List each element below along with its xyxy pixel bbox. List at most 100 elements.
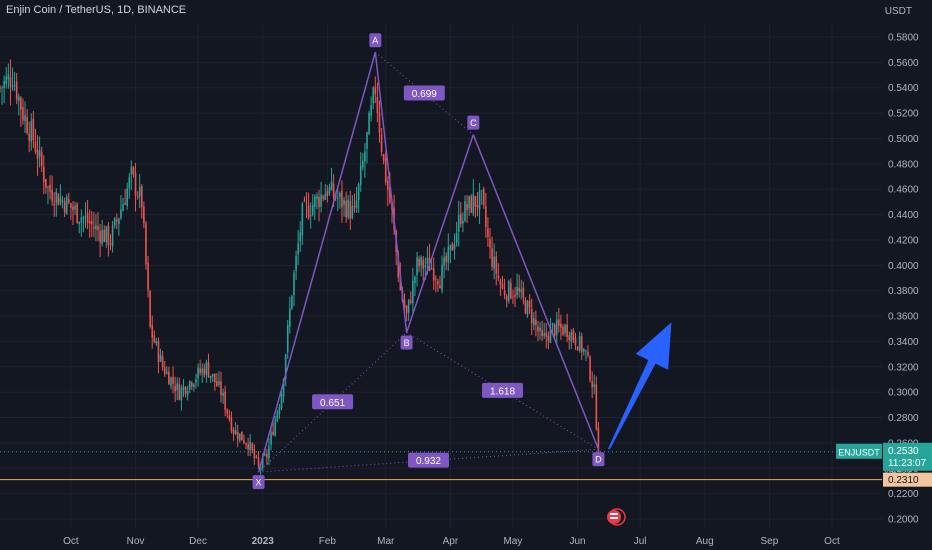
candle-body <box>397 252 400 278</box>
candle-body <box>20 97 22 110</box>
candle-body <box>197 367 199 379</box>
candle-body <box>574 337 577 346</box>
candle-body <box>466 204 468 211</box>
candle-body <box>284 354 287 380</box>
price-tick-label: 0.2800 <box>888 413 919 424</box>
level-lines <box>0 451 882 481</box>
pivot-label-text: B <box>404 338 410 348</box>
candle-body <box>309 215 312 217</box>
price-tick-label: 0.4600 <box>888 185 919 196</box>
harmonic-pattern[interactable]: 0.651 0.699 1.618 0.932 X A B C D <box>252 33 605 490</box>
candle-body <box>153 335 156 343</box>
candle-body <box>451 243 454 251</box>
candle-body <box>109 243 112 245</box>
candle-body <box>460 213 462 225</box>
candle-body <box>403 300 406 309</box>
candle-body <box>455 233 458 243</box>
candle-body <box>128 177 131 189</box>
pattern-leg <box>257 52 377 473</box>
candle-body <box>76 203 78 223</box>
candle-body <box>216 381 218 387</box>
candle-body <box>24 115 26 122</box>
ratio-label-box[interactable] <box>312 394 354 410</box>
ratio-label-box[interactable] <box>407 452 449 468</box>
candle-body <box>90 220 93 225</box>
candle-body <box>437 280 439 285</box>
candle-body <box>482 188 485 205</box>
candle-body <box>243 440 245 444</box>
candle-body <box>176 383 179 391</box>
candle-body <box>578 335 581 351</box>
candle-body <box>372 87 375 104</box>
pivot-label-box[interactable] <box>252 475 265 490</box>
candle-body <box>193 384 195 388</box>
pivot-label-box[interactable] <box>400 335 413 350</box>
candle-body <box>503 290 506 296</box>
ratio-label-text: 0.699 <box>412 89 437 100</box>
candle-body <box>351 206 354 218</box>
candle-body <box>84 216 87 218</box>
candle-body <box>163 367 166 375</box>
candle-body <box>434 278 437 280</box>
candle-body <box>13 85 16 87</box>
candle-body <box>232 429 235 434</box>
price-tick-label: 0.4400 <box>888 210 919 221</box>
candle-body <box>464 201 466 221</box>
candle-body <box>230 417 233 432</box>
economic-event-icon[interactable] <box>607 508 626 526</box>
candle-body <box>422 259 425 269</box>
candle-body <box>147 262 149 291</box>
candle-body <box>78 221 81 224</box>
candle-body <box>314 196 316 207</box>
candle-body <box>255 456 258 458</box>
candle-body <box>65 196 68 215</box>
pivot-label-text: A <box>372 36 378 46</box>
candle-body <box>22 106 24 121</box>
candle-body <box>36 150 39 159</box>
candle-body <box>541 329 543 337</box>
candle-body <box>547 335 550 342</box>
candle-body <box>130 166 133 175</box>
candle-body <box>172 376 174 384</box>
pivot-label-box[interactable] <box>369 33 382 48</box>
candle-body <box>493 256 495 269</box>
candle-body <box>238 433 241 441</box>
candle-body <box>568 335 571 341</box>
time-tick-label: Oct <box>824 536 840 547</box>
candle-body <box>366 132 368 149</box>
candle-body <box>228 415 231 420</box>
candle-body <box>343 199 345 205</box>
candle-body <box>558 319 560 326</box>
candle-body <box>505 296 508 301</box>
candle-body <box>115 219 118 222</box>
candle-body <box>97 225 99 231</box>
candle-body <box>443 257 445 266</box>
candle-body <box>251 443 254 451</box>
time-tick-label: Dec <box>189 536 207 547</box>
candle-body <box>118 218 120 225</box>
candle-body <box>289 308 291 327</box>
candle-body <box>184 387 187 394</box>
ratio-label-box[interactable] <box>482 382 524 398</box>
candle-body <box>374 86 377 94</box>
candle-body <box>222 392 224 396</box>
pivot-label-box[interactable] <box>467 115 480 130</box>
pivot-label-box[interactable] <box>592 452 605 467</box>
price-tick-label: 0.3000 <box>888 388 919 399</box>
candle-body <box>497 275 500 278</box>
candle-body <box>195 378 197 383</box>
candle-body <box>138 186 141 197</box>
candle-body <box>487 228 489 238</box>
ratio-label-box[interactable] <box>403 85 445 101</box>
candle-body <box>276 412 279 421</box>
pivot-label-text: X <box>256 478 262 488</box>
projection-arrow-shape[interactable] <box>607 322 672 450</box>
time-axis[interactable]: Oct Nov Dec 2023 Feb Mar Apr May Jun Jul Aug Sep Oct <box>63 536 840 547</box>
price-tick-label: 0.5600 <box>888 58 919 69</box>
projection-arrow[interactable] <box>607 322 672 450</box>
candle-body <box>291 295 293 309</box>
event-flag-stripe <box>610 517 618 519</box>
candle-body <box>370 105 372 117</box>
time-tick-label: 2023 <box>252 536 275 547</box>
